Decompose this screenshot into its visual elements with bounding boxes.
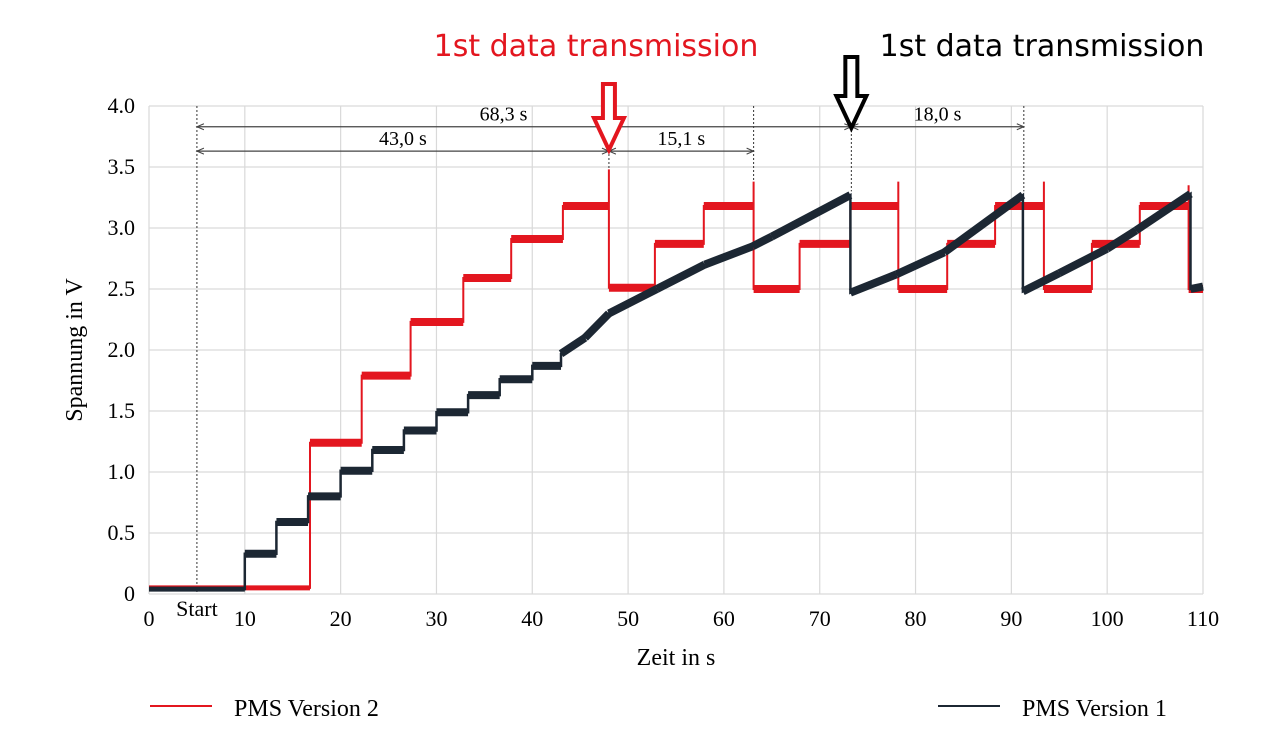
dimension-label: 18,0 s [914,104,962,126]
x-tick-label: 0 [144,606,155,631]
dimension-arrows: 68,3 s 43,0 s 15,1 s 18,0 s [195,104,1026,155]
x-tick-label: 50 [617,606,639,631]
y-tick-label: 0.5 [108,520,136,545]
y-tick-label: 2.5 [108,276,136,301]
series-segment [655,261,707,293]
x-tick-label: 20 [330,606,352,631]
y-tick-label: 3.0 [108,215,136,240]
start-label: Start [176,596,218,621]
y-tick-label: 1.0 [108,459,136,484]
x-tick-label: 80 [905,606,927,631]
down-arrow-icon [833,55,870,133]
y-tick-label: 2.0 [108,337,136,362]
x-axis-label: Zeit in s [637,645,716,671]
series-segment [582,310,612,341]
series-segment [894,248,946,278]
grid [148,105,1204,595]
legend: PMS Version 2 PMS Version 1 [150,696,1167,722]
series-lines [149,169,1204,592]
arrowhead-left [195,147,205,155]
series-segment [1021,269,1062,296]
x-tick-label: 30 [425,606,447,631]
axis-ticks: 0 10 20 30 40 50 60 70 80 90 100 110 0 0.5 1.0 1.5 2.0 2.… [108,93,1220,631]
series-segment [607,285,659,317]
x-tick-label: 100 [1091,606,1124,631]
y-tick-label: 1.5 [108,398,136,423]
x-tick-label: 70 [809,606,831,631]
dimension-label: 68,3 s [480,104,528,126]
dimension-label: 43,0 s [379,128,427,150]
series-segment [1133,190,1193,234]
series-segment [750,232,774,250]
series-segment [848,270,898,297]
arrowhead-left [195,123,205,131]
series-segment [1057,245,1109,277]
arrowhead-right [746,147,755,155]
x-tick-label: 90 [1000,606,1022,631]
arrowhead-right [1016,123,1026,131]
x-tick-label: 40 [521,606,543,631]
x-tick-label: 60 [713,606,735,631]
legend-label-pms-v2: PMS Version 2 [234,696,379,722]
y-tick-label: 4.0 [108,93,136,118]
x-tick-label: 110 [1187,606,1219,631]
series-segment [703,242,755,269]
series-segment [1189,282,1204,293]
down-arrow-icon [590,82,628,155]
x-tick-label: 10 [234,606,256,631]
legend-label-pms-v1: PMS Version 1 [1022,696,1167,722]
y-axis-label: Spannung in V [62,278,88,422]
annotations: 1st data transmission 1st data transmissi… [434,29,1205,155]
y-tick-label: 0 [124,581,135,606]
y-tick-label: 3.5 [108,154,136,179]
annotation-label: 1st data transmission [434,29,759,64]
series-segment [769,191,853,241]
series-segment [1105,227,1139,253]
series-segment [941,191,1026,256]
annotation-label: 1st data transmission [880,29,1205,64]
series-segment [558,334,588,357]
dimension-label: 15,1 s [657,128,705,150]
marker-lines: Start [176,106,1025,621]
